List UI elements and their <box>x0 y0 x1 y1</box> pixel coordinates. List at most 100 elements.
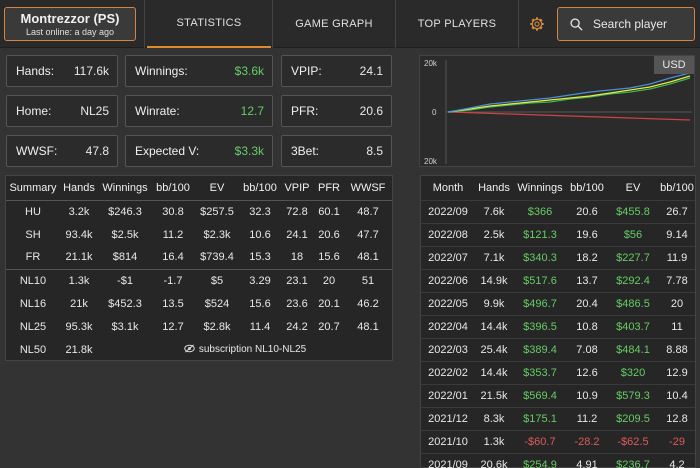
summary-header-cell[interactable]: EV <box>209 181 225 194</box>
table-cell: 30.8 <box>152 199 194 223</box>
gear-icon[interactable] <box>528 15 546 33</box>
table-cell: 12.8 <box>659 406 695 430</box>
table-cell: $56 <box>607 222 659 246</box>
search-input[interactable]: Search player <box>557 7 695 41</box>
table-cell: 48.7 <box>344 199 392 223</box>
table-cell: 8.3k <box>475 406 513 430</box>
stat-hands: Hands: 117.6k <box>6 55 118 87</box>
table-cell: -28.2 <box>567 429 607 453</box>
month-header-cell[interactable]: Winnings <box>517 181 563 194</box>
table-cell: 7.1k <box>475 245 513 269</box>
limit-row: NL25 95.3k $3.1k 12.7 $2.8k 11.4 24.2 20.7 48.1 <box>6 315 392 338</box>
month-row: 2022/08 2.5k $121.3 19.6 $56 9.14 <box>421 222 695 246</box>
table-cell: $2.8k <box>203 320 231 333</box>
table-cell: NL16 <box>19 297 47 310</box>
summary-header-cell[interactable]: Hands <box>63 181 95 194</box>
table-cell: 11.9 <box>659 245 695 269</box>
graph-y-label-zero: 0 <box>432 108 437 117</box>
stat-value: 24.1 <box>359 64 383 78</box>
tab-statistics[interactable]: STATISTICS <box>147 0 271 48</box>
table-cell: 95.3k <box>65 320 93 333</box>
table-cell: 3.29 <box>240 268 280 292</box>
table-cell: $396.5 <box>513 314 567 338</box>
month-header-cell[interactable]: Month <box>432 181 464 194</box>
search-placeholder: Search player <box>593 17 668 31</box>
table-cell: 12.9 <box>659 360 695 384</box>
summary-row: HU 3.2k $246.3 30.8 $257.5 32.3 72.8 60.1 48.7 <box>6 199 392 223</box>
table-cell: 21k <box>70 297 88 310</box>
summary-header-cell[interactable]: bb/100 <box>243 181 277 194</box>
table-cell: NL10 <box>6 268 60 292</box>
summary-header-cell[interactable]: WWSF <box>350 181 386 194</box>
stat-label: Expected V: <box>135 144 200 158</box>
month-row: 2022/04 14.4k $396.5 10.8 $403.7 11 <box>421 314 695 338</box>
table-cell: $353.7 <box>513 360 567 384</box>
table-cell: 15.3 <box>249 251 271 264</box>
table-cell: 2.5k <box>475 222 513 246</box>
month-row: 2022/09 7.6k $366 20.6 $455.8 26.7 <box>421 199 695 223</box>
table-cell: -$1 <box>98 268 152 292</box>
summary-header-cell[interactable]: VPIP <box>284 181 310 194</box>
table-cell: -29 <box>659 429 695 453</box>
graph-line-yellow <box>447 75 691 113</box>
limit-row: NL16 21k $452.3 13.5 $524 15.6 23.6 20.1 46.2 <box>6 292 392 315</box>
stat-label: Home: <box>16 104 52 118</box>
table-cell: 26.7 <box>659 199 695 223</box>
table-cell: $227.7 <box>607 245 659 269</box>
table-cell: $455.8 <box>607 199 659 223</box>
table-cell: $2.5k <box>111 228 139 241</box>
summary-header-cell[interactable]: Winnings <box>102 181 148 194</box>
currency-badge[interactable]: USD <box>654 56 694 74</box>
month-header-cell[interactable]: EV <box>625 181 641 194</box>
stat-label: PFR: <box>291 104 319 118</box>
table-cell: $209.5 <box>607 406 659 430</box>
table-cell: $246.3 <box>98 199 152 223</box>
graph-line-blue <box>447 72 691 113</box>
stat-home: Home: NL25 <box>6 95 118 127</box>
search-icon <box>570 17 583 31</box>
table-cell: 60.1 <box>314 199 344 223</box>
summary-header-cell[interactable]: Summary <box>9 181 57 194</box>
table-cell: $739.4 <box>200 251 234 264</box>
table-cell: 11.2 <box>567 406 607 430</box>
table-cell: 2022/05 <box>421 291 475 315</box>
table-cell: 2022/01 <box>421 383 475 407</box>
table-cell: 20.4 <box>567 291 607 315</box>
table-cell: $257.5 <box>194 199 240 223</box>
tab-game-graph[interactable]: GAME GRAPH <box>295 18 373 30</box>
table-cell: 3.2k <box>60 199 98 223</box>
table-cell: $254.9 <box>513 452 567 468</box>
subscription-notice[interactable]: subscription NL10-NL25 <box>98 338 392 361</box>
table-cell: 9.9k <box>475 291 513 315</box>
top-bar: Montrezzor (PS) Last online: a day ago S… <box>0 0 700 48</box>
month-header-cell[interactable]: Hands <box>478 181 510 194</box>
player-card[interactable]: Montrezzor (PS) Last online: a day ago <box>4 7 136 41</box>
stat-vpip: VPIP: 24.1 <box>281 55 392 87</box>
month-header-cell[interactable]: bb/100 <box>570 181 604 194</box>
table-cell: 7.08 <box>567 337 607 361</box>
table-cell: NL25 <box>19 320 47 333</box>
table-cell: 20.6 <box>567 199 607 223</box>
table-cell: 2021/12 <box>421 406 475 430</box>
table-cell: $236.7 <box>607 452 659 468</box>
graph-line-red <box>447 111 691 121</box>
stat-pfr: PFR: 20.6 <box>281 95 392 127</box>
month-header-cell[interactable]: bb/100 <box>660 181 694 194</box>
table-cell: 15.6 <box>249 297 271 310</box>
table-cell: 10.4 <box>659 383 695 407</box>
table-cell: 13.7 <box>567 268 607 292</box>
table-cell: -1.7 <box>152 268 194 292</box>
table-cell: $320 <box>607 360 659 384</box>
table-cell: $5 <box>194 268 240 292</box>
table-cell: 2022/03 <box>421 337 475 361</box>
table-cell: 2021/09 <box>421 452 475 468</box>
summary-header-cell[interactable]: PFR <box>318 181 340 194</box>
table-cell: 23.1 <box>280 268 314 292</box>
summary-header-cell[interactable]: bb/100 <box>156 181 190 194</box>
tab-top-players[interactable]: TOP PLAYERS <box>417 18 497 30</box>
table-cell: 20.6 <box>318 228 340 241</box>
month-row: 2022/06 14.9k $517.6 13.7 $292.4 7.78 <box>421 268 695 292</box>
table-cell: $2.3k <box>203 228 231 241</box>
winnings-graph[interactable]: 20k 0 20k USD <box>419 55 695 167</box>
table-cell: 11 <box>659 314 695 338</box>
